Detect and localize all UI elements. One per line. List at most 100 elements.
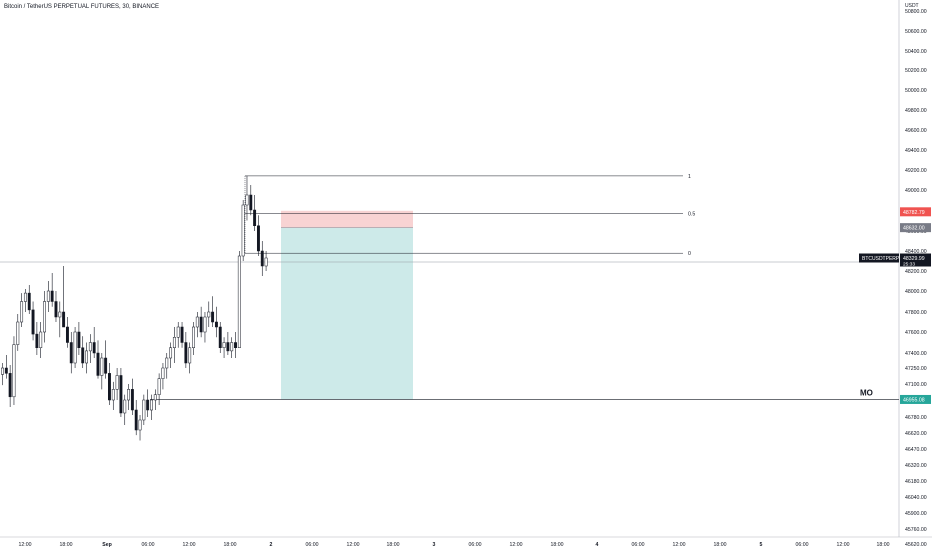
candle-down bbox=[81, 347, 85, 364]
candle-up bbox=[43, 301, 46, 333]
candle-down bbox=[260, 250, 264, 267]
entry-price-tag bbox=[900, 223, 931, 233]
candle-up bbox=[230, 342, 234, 352]
candle-up bbox=[88, 342, 92, 352]
candle-down bbox=[130, 389, 134, 411]
entry-price-tag-label: 48632.00 bbox=[903, 226, 925, 232]
candle-down bbox=[146, 399, 150, 411]
candle-down bbox=[134, 409, 138, 431]
candle-up bbox=[264, 257, 268, 267]
candle-down bbox=[199, 316, 203, 333]
candle-down bbox=[92, 342, 96, 354]
time-tick-label: 12:00 bbox=[673, 542, 686, 548]
price-tick-label: 49400.00 bbox=[905, 148, 927, 154]
annotation-text: MO bbox=[860, 388, 873, 397]
countdown-label: 25:33 bbox=[903, 262, 915, 268]
time-axis[interactable]: 12:00 18:00 Sep 06:00 12:00 18:00 2 06:00 12:00 1… bbox=[19, 542, 890, 548]
candle-down bbox=[4, 367, 8, 374]
price-tick-label: 49000.00 bbox=[905, 188, 927, 194]
stop-price-tag bbox=[900, 207, 931, 217]
time-tick-label: 5 bbox=[760, 542, 763, 548]
price-tick-label: 47250.00 bbox=[905, 366, 927, 372]
stop-loss-zone bbox=[281, 210, 413, 228]
candle-up bbox=[192, 326, 195, 348]
time-tick-label: 12:00 bbox=[19, 542, 32, 548]
chart-title: Bitcoin / TetherUS PERPETUAL FUTURES, 30… bbox=[4, 4, 160, 10]
symbol-tag bbox=[859, 253, 899, 263]
price-tick-label: 46180.00 bbox=[905, 479, 927, 485]
time-tick-label: 18:00 bbox=[60, 542, 73, 548]
position-zones bbox=[281, 210, 413, 400]
candle-down bbox=[214, 321, 218, 328]
candle-up bbox=[241, 204, 245, 257]
candle-down bbox=[256, 225, 260, 252]
price-tick-label: 50600.00 bbox=[905, 29, 927, 35]
candle-up bbox=[12, 344, 16, 398]
candle-up bbox=[1, 367, 4, 375]
time-tick-label: 06:00 bbox=[469, 542, 482, 548]
candle-up bbox=[138, 419, 142, 431]
price-tick-label: 46470.00 bbox=[905, 447, 927, 453]
last-price-tag bbox=[900, 253, 931, 267]
candle-down bbox=[180, 326, 184, 343]
candlestick-series bbox=[1, 175, 268, 441]
currency-label: USDT bbox=[905, 3, 919, 9]
fib-levels: 10.50 bbox=[244, 174, 695, 257]
price-axis[interactable]: 50800.00 50600.00 50400.00 50200.00 50000.00… bbox=[905, 9, 927, 548]
time-tick-label: 4 bbox=[596, 542, 599, 548]
candle-down bbox=[253, 209, 257, 226]
time-tick-label: 18:00 bbox=[877, 542, 890, 548]
fib-level-label: 0 bbox=[688, 251, 691, 257]
candle-down bbox=[62, 311, 66, 328]
time-tick-label: 06:00 bbox=[632, 542, 645, 548]
candle-up bbox=[123, 399, 127, 414]
candle-up bbox=[150, 399, 153, 411]
price-tick-label: 46320.00 bbox=[905, 463, 927, 469]
candle-up bbox=[169, 347, 173, 359]
candle-down bbox=[31, 309, 35, 335]
candle-down bbox=[184, 342, 188, 364]
price-tick-label: 45760.00 bbox=[905, 527, 927, 533]
candle-up bbox=[115, 375, 119, 390]
symbol-tag-label: BTCUSDTPERP bbox=[862, 256, 900, 262]
price-tick-label: 50200.00 bbox=[905, 68, 927, 74]
price-tick-label: 48000.00 bbox=[905, 289, 927, 295]
candle-up bbox=[127, 389, 131, 401]
price-tick-label: 47100.00 bbox=[905, 382, 927, 388]
candle-down bbox=[35, 333, 39, 349]
price-tick-label: 46780.00 bbox=[905, 415, 927, 421]
target-price-tag-label: 46955.08 bbox=[903, 397, 925, 403]
time-tick-label: 12:00 bbox=[837, 542, 850, 548]
candle-down bbox=[211, 311, 215, 323]
candle-down bbox=[234, 342, 237, 348]
time-tick-label: 12:00 bbox=[510, 542, 523, 548]
price-tick-label: 50800.00 bbox=[905, 9, 927, 15]
price-tick-label: 50400.00 bbox=[905, 49, 927, 55]
time-tick-label: 18:00 bbox=[224, 542, 237, 548]
candle-up bbox=[165, 357, 169, 369]
candle-up bbox=[23, 292, 27, 302]
candle-up bbox=[100, 357, 104, 376]
candle-down bbox=[69, 342, 73, 364]
candle-down bbox=[27, 292, 31, 311]
time-tick-label: 18:00 bbox=[387, 542, 400, 548]
price-tick-label: 46620.00 bbox=[905, 431, 927, 437]
candle-up bbox=[161, 367, 165, 379]
candle-up bbox=[73, 331, 77, 364]
horizontal-lines: MO bbox=[0, 261, 899, 400]
candle-down bbox=[104, 357, 108, 374]
price-tags: 48782.79 48632.00 46955.08 48329.9925:33BTC… bbox=[859, 207, 931, 404]
candle-up bbox=[46, 290, 50, 302]
candle-up bbox=[195, 316, 199, 328]
time-tick-label: 06:00 bbox=[796, 542, 809, 548]
candle-down bbox=[65, 326, 69, 343]
take-profit-zone bbox=[281, 227, 413, 400]
candle-up bbox=[188, 347, 192, 364]
last-price-label: 48329.99 bbox=[903, 256, 925, 262]
price-tick-label: 49800.00 bbox=[905, 108, 927, 114]
candle-up bbox=[245, 194, 249, 206]
time-tick-label: 18:00 bbox=[551, 542, 564, 548]
candle-up bbox=[207, 311, 211, 318]
